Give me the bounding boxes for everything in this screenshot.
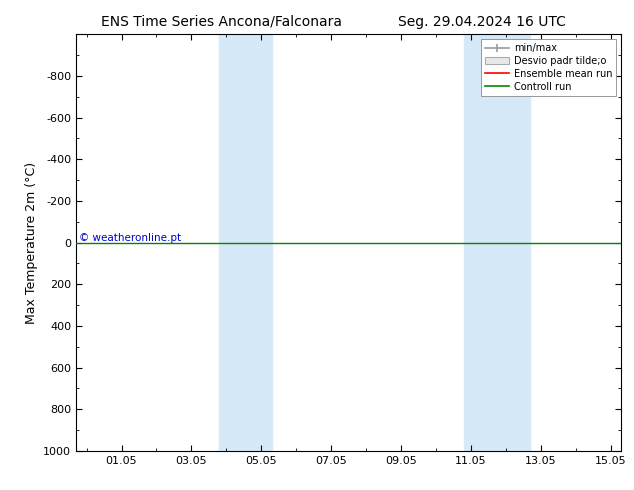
Y-axis label: Max Temperature 2m (°C): Max Temperature 2m (°C) xyxy=(25,162,37,323)
Text: Seg. 29.04.2024 16 UTC: Seg. 29.04.2024 16 UTC xyxy=(398,15,566,29)
Legend: min/max, Desvio padr tilde;o, Ensemble mean run, Controll run: min/max, Desvio padr tilde;o, Ensemble m… xyxy=(481,39,616,96)
Text: ENS Time Series Ancona/Falconara: ENS Time Series Ancona/Falconara xyxy=(101,15,342,29)
Text: © weatheronline.pt: © weatheronline.pt xyxy=(79,233,181,243)
Bar xyxy=(464,34,531,451)
Bar xyxy=(219,34,272,451)
